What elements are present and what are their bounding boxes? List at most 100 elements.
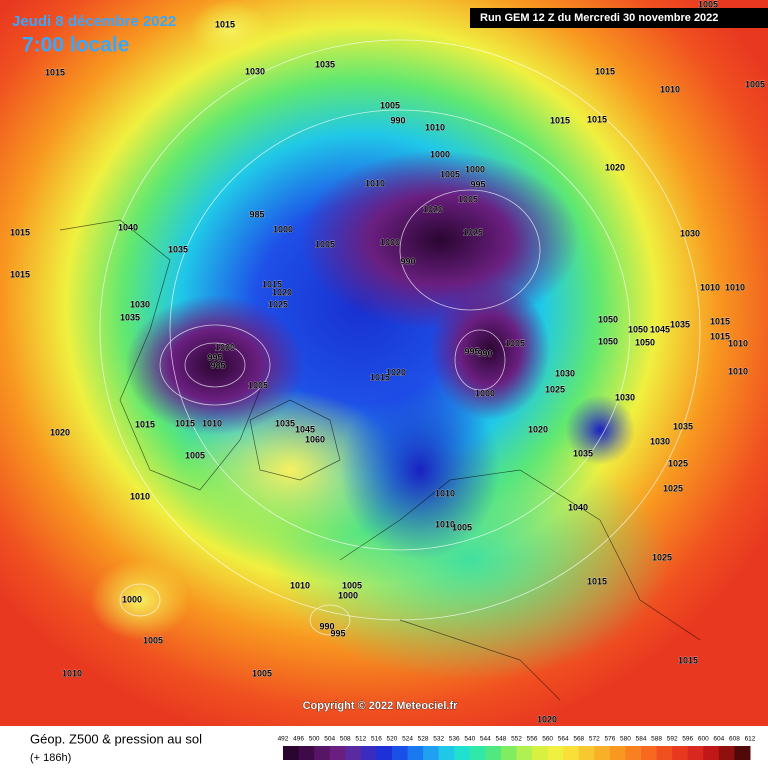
scale-label: 552 (511, 736, 522, 743)
isobar-label: 1035 (673, 421, 693, 431)
isobar-label: 1005 (252, 668, 272, 678)
scale-label: 584 (636, 736, 647, 743)
isobar-label: 1010 (130, 491, 150, 501)
isobar-label: 990 (390, 115, 405, 125)
isobar-label: 1035 (670, 319, 690, 329)
isobar-label: 1010 (290, 580, 310, 590)
scale-swatch (376, 746, 393, 760)
isobar-label: 1010 (725, 282, 745, 292)
coastlines (59, 219, 701, 701)
isobar-label: 1015 (262, 279, 282, 289)
isobar-labels: 1015 1030 1035 1015 1015 1010 1005 1005 1005 990 1… (10, 0, 765, 725)
isobar-label: 1040 (118, 222, 138, 232)
scale-swatch (314, 746, 331, 760)
scale-label: 520 (387, 736, 398, 743)
isobar-label: 1010 (62, 668, 82, 678)
isobar-label: 1000 (380, 237, 400, 247)
isobar-label: 1015 (175, 418, 195, 428)
scale-label: 544 (480, 736, 491, 743)
isobar-label: 990 (477, 348, 492, 358)
isobar-label: 1015 (370, 372, 390, 382)
scale-label: 540 (464, 736, 475, 743)
isobar-label: 1015 (45, 67, 65, 77)
scale-swatch (283, 746, 300, 760)
scale-swatch (641, 746, 658, 760)
scale-swatch (672, 746, 689, 760)
scale-label: 524 (402, 736, 413, 743)
scale-label: 560 (542, 736, 553, 743)
isobar-label: 1035 (275, 418, 295, 428)
scale-swatch (656, 746, 673, 760)
run-box (470, 8, 768, 28)
isobar-label: 1005 (143, 635, 163, 645)
isobar-label: 1040 (568, 502, 588, 512)
isobar-label: 1005 (745, 79, 765, 89)
isobar-label: 1010 (365, 178, 385, 188)
scale-swatch (734, 746, 751, 760)
isobar-label: 1035 (573, 448, 593, 458)
scale-label: 508 (340, 736, 351, 743)
field-blob (90, 560, 190, 640)
scale-label: 568 (573, 736, 584, 743)
isobar-label: 1030 (130, 299, 150, 309)
scale-swatch (578, 746, 595, 760)
isobar-label: 1020 (528, 424, 548, 434)
scale-label: 612 (745, 736, 756, 743)
isobar-label: 995 (330, 628, 345, 638)
isobar-label: 1000 (338, 590, 358, 600)
field-blob (565, 395, 635, 465)
scale-label: 604 (713, 736, 724, 743)
scale-label: 536 (449, 736, 460, 743)
forecast-date: Jeudi 8 décembre 2022 (12, 13, 176, 30)
scale-label: 556 (527, 736, 538, 743)
isobar-label: 1020 (50, 427, 70, 437)
isobar-label: 1005 (380, 100, 400, 110)
isobar-label: 1005 (185, 450, 205, 460)
isobar-label: 1020 (537, 714, 557, 724)
scale-label: 532 (433, 736, 444, 743)
isobar-label: 1025 (463, 227, 483, 237)
field-blob (340, 380, 500, 560)
scale-swatch (563, 746, 580, 760)
isobar-label: 1035 (315, 59, 335, 69)
scale-swatch (438, 746, 455, 760)
scale-swatch (547, 746, 564, 760)
lead-time: (+ 186h) (30, 752, 71, 764)
scale-swatch (454, 746, 471, 760)
isobar-label: 1020 (386, 367, 406, 377)
scale-label: 516 (371, 736, 382, 743)
isobar-label: 1005 (505, 338, 525, 348)
isobar-label: 1010 (435, 488, 455, 498)
isobar-label: 1030 (555, 368, 575, 378)
isobar-label: 1000 (273, 224, 293, 234)
scale-swatch (407, 746, 424, 760)
isobar-label: 1010 (435, 519, 455, 529)
field-blob (430, 280, 550, 420)
map: 1015 1030 1035 1015 1015 1010 1005 1005 1005 990 1… (0, 0, 768, 726)
isobar-label: 1010 (202, 418, 222, 428)
isobar-label: 1015 (550, 115, 570, 125)
isobar-label: 1020 (605, 162, 625, 172)
isobar-label: 1025 (663, 483, 683, 493)
isobar-label: 1005 (458, 194, 478, 204)
scale-swatch (500, 746, 517, 760)
isobar-label: 1010 (728, 338, 748, 348)
scale-label: 576 (604, 736, 615, 743)
copyright: Copyright © 2022 Meteociel.fr (303, 700, 459, 712)
isobar-label: 1000 (430, 149, 450, 159)
isobar-label: 1035 (120, 312, 140, 322)
scale-swatch (625, 746, 642, 760)
isobar-label: 1015 (595, 66, 615, 76)
scale-swatch (485, 746, 502, 760)
isobar-label: 1000 (475, 388, 495, 398)
forecast-time: 7:00 locale (22, 34, 129, 57)
isobar-label: 1045 (650, 324, 670, 334)
scale-label: 500 (309, 736, 320, 743)
isobar-label: 1005 (342, 580, 362, 590)
isobar-label: 1050 (598, 336, 618, 346)
isobar-label: 985 (210, 360, 225, 370)
isobar-label: 1025 (268, 299, 288, 309)
scale-label: 580 (620, 736, 631, 743)
isobar-label: 1000 (215, 342, 235, 352)
